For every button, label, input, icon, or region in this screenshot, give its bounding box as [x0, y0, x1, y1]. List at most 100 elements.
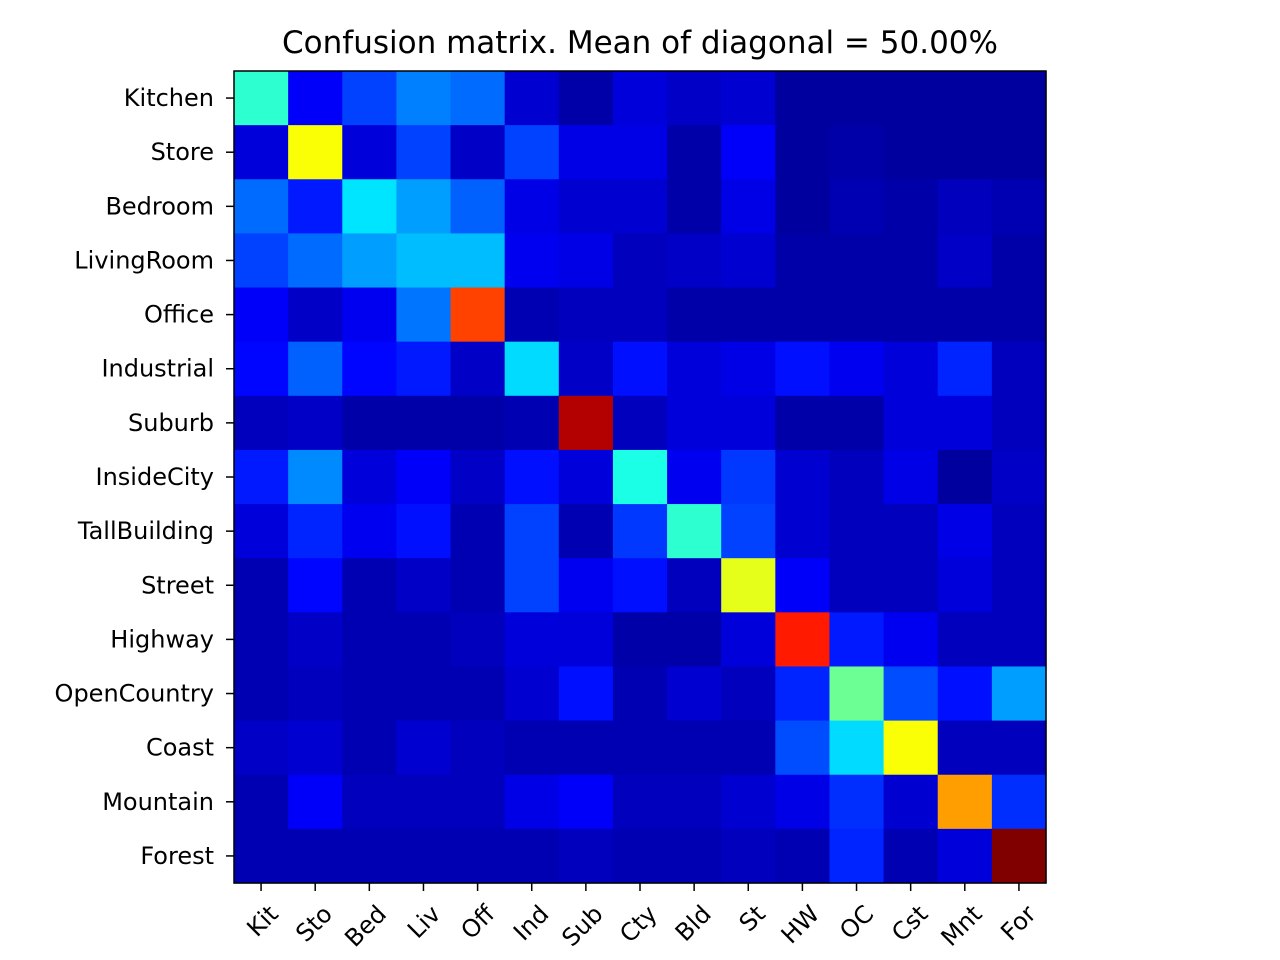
heatmap-cell: [396, 287, 452, 343]
heatmap-cell: [288, 449, 343, 505]
heatmap-cell: [288, 612, 343, 668]
x-tick-label: Bld: [670, 900, 717, 947]
heatmap-cell: [450, 720, 506, 776]
y-tick-label: Highway: [110, 625, 214, 653]
heatmap-cell: [558, 71, 614, 126]
heatmap-cell: [234, 179, 289, 234]
heatmap-cell: [721, 828, 776, 884]
y-tick-label: TallBuilding: [77, 517, 214, 545]
x-axis: Kit Sto Bed Liv Off Ind Sub Cty Bld St HW OC Cst Mnt F…: [241, 883, 1042, 953]
heatmap-cell: [775, 666, 831, 722]
heatmap-cell: [612, 720, 668, 776]
heatmap-cell: [883, 395, 939, 451]
heatmap-cell: [883, 287, 939, 343]
heatmap-cell: [342, 828, 397, 884]
x-tick-label: St: [734, 900, 771, 937]
heatmap-cell: [558, 125, 614, 180]
heatmap-cell: [342, 125, 397, 180]
heatmap-cell: [558, 233, 614, 289]
heatmap-cell: [667, 125, 722, 180]
heatmap-cell: [558, 395, 614, 451]
heatmap-cell: [883, 666, 939, 722]
heatmap-cell: [450, 449, 506, 505]
heatmap-cell: [775, 720, 831, 776]
heatmap-cell: [829, 666, 885, 722]
heatmap-cell: [937, 179, 993, 234]
heatmap-cell: [775, 449, 831, 505]
heatmap-cell: [721, 666, 776, 722]
heatmap-cell: [396, 179, 452, 234]
x-tick-label: Mnt: [936, 900, 988, 952]
y-tick-label: Kitchen: [124, 84, 214, 112]
heatmap-cell: [667, 504, 722, 559]
heatmap-cell: [612, 504, 668, 559]
heatmap-cell: [396, 395, 452, 451]
heatmap-cell: [504, 179, 560, 234]
heatmap-cell: [396, 125, 452, 180]
heatmap-cell: [829, 287, 885, 343]
heatmap-cell: [721, 287, 776, 343]
heatmap-cell: [937, 449, 993, 505]
heatmap-cell: [829, 612, 885, 668]
heatmap-cell: [342, 558, 397, 613]
heatmap-cell: [721, 774, 776, 830]
heatmap-cell: [937, 774, 993, 830]
heatmap-cell: [775, 828, 831, 884]
heatmap-cell: [504, 774, 560, 830]
heatmap-cell: [883, 71, 939, 126]
heatmap-cell: [775, 179, 831, 234]
heatmap-cell: [829, 504, 885, 559]
heatmap-cell: [937, 71, 993, 126]
heatmap-cell: [721, 179, 776, 234]
heatmap-cell: [504, 558, 560, 613]
heatmap-cell: [829, 71, 885, 126]
heatmap-cell: [829, 558, 885, 613]
heatmap-cell: [450, 774, 506, 830]
heatmap-cell: [288, 287, 343, 343]
y-tick-label: InsideCity: [96, 463, 215, 491]
heatmap-cell: [667, 233, 722, 289]
heatmap-cell: [721, 558, 776, 613]
heatmap-cell: [775, 287, 831, 343]
heatmap-cell: [450, 287, 506, 343]
heatmap-cell: [342, 71, 397, 126]
heatmap-cell: [504, 504, 560, 559]
heatmap-cell: [450, 179, 506, 234]
heatmap-cell: [396, 449, 452, 505]
heatmap-cell: [667, 612, 722, 668]
heatmap-cell: [450, 828, 506, 884]
heatmap-cell: [612, 666, 668, 722]
y-tick-label: Bedroom: [105, 192, 214, 220]
heatmap-cell: [883, 774, 939, 830]
heatmap-cell: [342, 233, 397, 289]
heatmap-cell: [991, 287, 1047, 343]
heatmap-cell: [883, 179, 939, 234]
heatmap-cell: [667, 720, 722, 776]
heatmap-cell: [342, 666, 397, 722]
heatmap-cell: [288, 395, 343, 451]
heatmap-cell: [829, 720, 885, 776]
y-tick-label: Mountain: [102, 788, 214, 816]
heatmap-cell: [612, 612, 668, 668]
heatmap-cell: [612, 774, 668, 830]
x-tick-label: Sub: [556, 900, 608, 952]
heatmap-cell: [288, 504, 343, 559]
heatmap-cell: [234, 395, 289, 451]
heatmap-cell: [288, 71, 343, 126]
heatmap-cell: [234, 666, 289, 722]
y-tick-label: Street: [141, 571, 214, 599]
heatmap-cell: [612, 71, 668, 126]
heatmap-cell: [667, 558, 722, 613]
heatmap-cell: [234, 774, 289, 830]
heatmap-cell: [288, 828, 343, 884]
heatmap-cell: [342, 287, 397, 343]
x-tick-label: Sto: [290, 900, 338, 948]
heatmap-cell: [775, 341, 831, 397]
heatmap-cell: [504, 612, 560, 668]
heatmap-cell: [234, 558, 289, 613]
heatmap-cell: [558, 774, 614, 830]
heatmap-cell: [234, 71, 289, 126]
heatmap-cell: [396, 504, 452, 559]
heatmap-cell: [342, 395, 397, 451]
